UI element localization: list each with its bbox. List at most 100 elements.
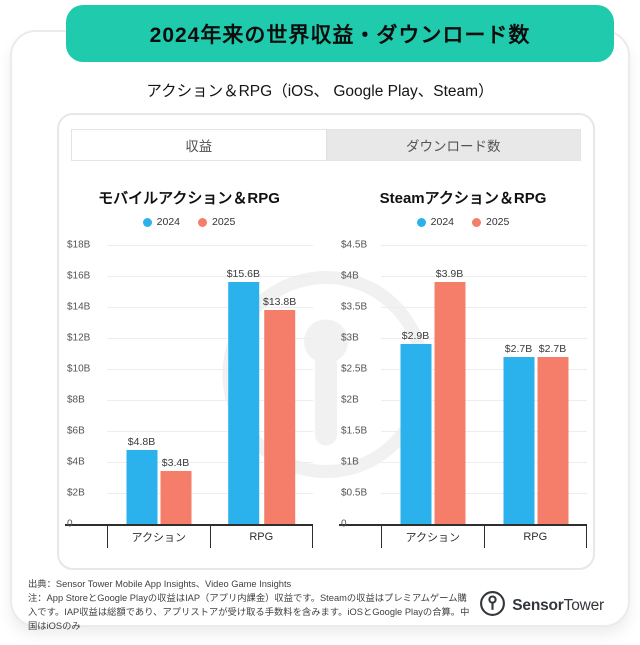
bar-2025-RPG[interactable] (264, 310, 296, 524)
y-tick-label: $2B (67, 487, 85, 499)
chart-title: Steamアクション＆RPG (379, 190, 547, 207)
bar-wrap: $3.9B (434, 268, 465, 524)
legend-label: 2024 (156, 216, 180, 228)
bar-value-label: $13.8B (263, 296, 297, 309)
bar-2025-アクション[interactable] (434, 282, 465, 524)
bar-value-label: $2.7B (504, 342, 533, 355)
bar-wrap: $2.7B (537, 343, 568, 524)
y-tick-label: $18B (67, 239, 91, 251)
sensor-tower-logo-text: SensorTower (512, 596, 604, 614)
charts-container: モバイルアクション＆RPG 2024 2025 $18B $16B $14B $12B $10… (59, 187, 593, 548)
sensor-tower-logo: SensorTower (479, 590, 604, 622)
plot-row: $4.5B $4B $3.5B $3B $2.5B $2B $1.5B $1B $0.5B 0 $2… (339, 240, 587, 530)
legend-dot-icon (472, 217, 481, 227)
legend-label: 2024 (430, 216, 454, 228)
gridline (107, 338, 313, 339)
bar-group-RPG: $15.6B $13.8B (227, 268, 296, 524)
y-tick-label: $6B (67, 425, 85, 437)
gridline (107, 369, 313, 370)
page-subtitle: アクション＆RPG（iOS、 Google Play、Steam） (146, 83, 494, 100)
bar-2024-RPG[interactable] (227, 282, 259, 524)
bar-wrap: $13.8B (263, 296, 296, 524)
legend-item-2024[interactable]: 2024 (416, 215, 454, 229)
legend-item-2025[interactable]: 2025 (472, 215, 509, 229)
y-tick-label: $14B (67, 301, 91, 313)
y-tick-label: $1B (341, 456, 359, 468)
y-tick-label: $4B (67, 456, 85, 468)
legend-item-2025[interactable]: 2025 (198, 215, 235, 229)
gridline (381, 338, 587, 339)
source-line: 出典：Sensor Tower Mobile App Insights、Vide… (28, 579, 292, 589)
gridline (381, 369, 587, 370)
page-title: 2024年来の世界収益・ダウンロード数 (149, 23, 531, 47)
category-axis: アクション RPG (381, 526, 587, 548)
y-tick-label: $2B (341, 394, 359, 406)
gridline (381, 245, 587, 246)
bar-group-RPG: $2.7B $2.7B (503, 343, 568, 524)
bar-value-label: $2.9B (401, 330, 430, 343)
category-axis: アクション RPG (107, 526, 313, 548)
y-tick-label: $8B (67, 394, 85, 406)
chart-panel: 収益 ダウンロード数 モバイルアクション＆RPG 2024 2025 $18B $16B… (57, 113, 595, 570)
gridline (107, 493, 313, 494)
bar-2024-アクション[interactable] (126, 449, 157, 524)
bar-value-label: $15.6B (226, 268, 260, 281)
y-tick-label: $4.5B (341, 239, 368, 251)
y-axis: $18B $16B $14B $12B $10B $8B $6B $4B $2B 0 (65, 240, 107, 530)
gridline (107, 400, 313, 401)
gridline (107, 276, 313, 277)
gridline (107, 245, 313, 246)
gridline (381, 462, 587, 463)
legend-label: 2025 (486, 216, 510, 228)
y-tick-label: $3.5B (341, 301, 368, 313)
tab-revenue[interactable]: 収益 (72, 130, 326, 160)
legend-dot-icon (416, 217, 426, 227)
bar-value-label: $2.7B (538, 342, 567, 355)
legend-item-2024[interactable]: 2024 (142, 215, 180, 229)
gridline (107, 307, 313, 308)
note-line: 注：App StoreとGoogle Playの収益はIAP（アプリ内課金）収益… (28, 592, 470, 631)
y-tick-label: $1.5B (341, 425, 368, 437)
footer-notes: 出典：Sensor Tower Mobile App Insights、Vide… (28, 578, 476, 634)
bar-2025-RPG[interactable] (537, 356, 568, 524)
legend-dot-icon (142, 217, 152, 227)
y-tick-label: $16B (67, 270, 91, 282)
plot-area: $4.8B $3.4B $15.6B $13.8B (107, 245, 313, 524)
legend-dot-icon (198, 217, 207, 227)
header-banner: 2024年来の世界収益・ダウンロード数 (66, 5, 614, 62)
category-label-RPG: RPG (483, 526, 587, 548)
bar-wrap: $3.4B (160, 457, 191, 524)
bar-value-label: $3.9B (435, 268, 464, 281)
y-tick-label: $3B (341, 332, 359, 344)
bar-wrap: $4.8B (126, 436, 157, 524)
gridline (381, 307, 587, 308)
sensor-tower-logo-icon (479, 590, 506, 622)
category-label-アクション: アクション (381, 526, 484, 548)
bar-2024-アクション[interactable] (400, 344, 431, 524)
gridline (107, 431, 313, 432)
y-axis: $4.5B $4B $3.5B $3B $2.5B $2B $1.5B $1B $0.5B 0 (339, 240, 381, 530)
bar-value-label: $3.4B (161, 457, 190, 470)
bar-wrap: $15.6B (227, 268, 260, 524)
bar-2024-RPG[interactable] (503, 356, 534, 524)
footer: 出典：Sensor Tower Mobile App Insights、Vide… (28, 578, 612, 634)
plot-area: $2.9B $3.9B $2.7B $2.7B (381, 245, 587, 524)
gridline (381, 493, 587, 494)
y-tick-label: $2.5B (341, 363, 368, 375)
tab-downloads[interactable]: ダウンロード数 (325, 130, 580, 160)
category-label-アクション: アクション (107, 526, 210, 548)
gridline (381, 431, 587, 432)
y-tick-label: $4B (341, 270, 359, 282)
chart-legend: 2024 2025 (65, 215, 313, 229)
gridline (381, 276, 587, 277)
bar-group-アクション: $4.8B $3.4B (126, 436, 191, 524)
gridline (107, 462, 313, 463)
y-tick-label: $10B (67, 363, 91, 375)
bar-wrap: $2.7B (503, 343, 534, 524)
bar-2025-アクション[interactable] (160, 471, 191, 524)
chart-mobile: モバイルアクション＆RPG 2024 2025 $18B $16B $14B $12B $10… (65, 187, 313, 548)
bar-value-label: $4.8B (127, 435, 156, 448)
y-tick-label: 0 (341, 518, 347, 530)
tab-bar: 収益 ダウンロード数 (71, 129, 581, 161)
